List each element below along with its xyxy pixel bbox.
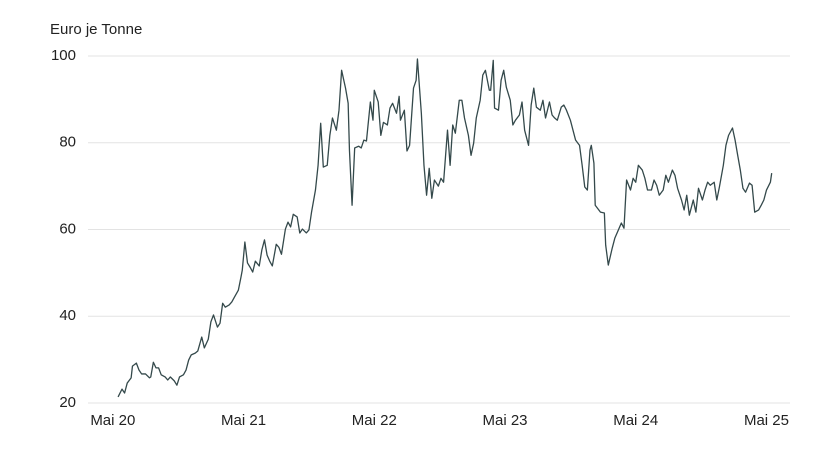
x-tick-label: Mai 23 bbox=[483, 412, 528, 429]
x-tick-label: Mai 25 bbox=[744, 412, 789, 429]
y-tick-label: 20 bbox=[59, 394, 76, 411]
x-tick-label: Mai 21 bbox=[221, 412, 266, 429]
y-axis-label: Euro je Tonne bbox=[50, 21, 142, 38]
x-tick-label: Mai 20 bbox=[90, 412, 135, 429]
y-tick-label: 60 bbox=[59, 220, 76, 237]
y-tick-label: 40 bbox=[59, 307, 76, 324]
x-tick-label: Mai 24 bbox=[613, 412, 658, 429]
price-line bbox=[117, 58, 773, 398]
x-tick-label: Mai 22 bbox=[352, 412, 397, 429]
y-tick-label: 80 bbox=[59, 134, 76, 151]
y-tick-label: 100 bbox=[51, 47, 76, 64]
